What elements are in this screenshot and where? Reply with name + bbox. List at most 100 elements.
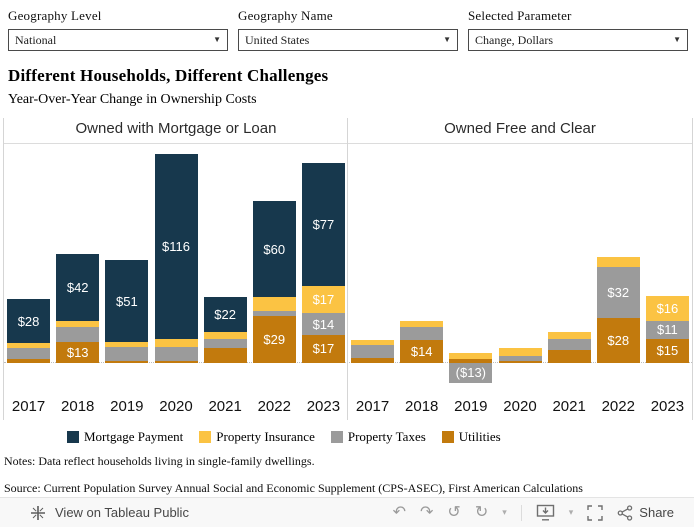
legend-item[interactable]: Property Insurance <box>199 429 315 445</box>
bar-label: $116 <box>162 238 190 254</box>
bar-segment[interactable] <box>154 338 198 347</box>
bar-segment[interactable] <box>203 338 247 349</box>
x-axis-year-label: 2020 <box>159 398 193 415</box>
panel-title-mortgage: Owned with Mortgage or Loan <box>75 120 277 137</box>
panel-headers: Owned with Mortgage or Loan Owned Free a… <box>4 118 692 143</box>
legend-item[interactable]: Utilities <box>441 429 501 445</box>
bar-segment[interactable]: $32 <box>596 266 640 318</box>
bar-segment[interactable] <box>351 357 395 363</box>
x-axis: 2017 2018 2019 2020 2021 2022 2023 2017 2018 201… <box>4 396 692 421</box>
bar-label: $13 <box>66 344 89 360</box>
chevron-down-icon: ▼ <box>213 35 221 44</box>
tableau-toolbar: View on Tableau Public ↶ ↷ ↺ ↻ ▾ ▾ <box>0 497 694 527</box>
bar-label: $51 <box>115 293 138 309</box>
selected-parameter-dropdown[interactable]: Change, Dollars ▼ <box>468 29 688 51</box>
geography-name-label: Geography Name <box>238 8 333 23</box>
bar-segment[interactable]: $29 <box>252 316 296 363</box>
bar-segment[interactable]: $22 <box>203 297 247 333</box>
x-axis-year-label: 2018 <box>405 398 439 415</box>
bar-segment[interactable] <box>7 348 51 360</box>
chart-area: Owned with Mortgage or Loan Owned Free a… <box>3 118 693 420</box>
geography-name-dropdown[interactable]: United States ▼ <box>238 29 458 51</box>
share-label: Share <box>639 505 674 520</box>
bar-segment[interactable]: $116 <box>154 153 198 339</box>
fullscreen-icon[interactable] <box>587 504 603 521</box>
bar-segment[interactable]: $14 <box>301 313 345 336</box>
geography-level-dropdown[interactable]: National ▼ <box>8 29 228 51</box>
refresh-icon[interactable]: ↻ <box>474 503 489 521</box>
bar-segment[interactable] <box>203 332 247 339</box>
bar-segment[interactable]: $16 <box>645 295 689 322</box>
bar-segment[interactable]: $28 <box>596 317 640 363</box>
bar-segment[interactable]: $14 <box>400 340 444 363</box>
legend-label: Property Insurance <box>216 429 315 444</box>
bar-segment[interactable]: $17 <box>301 285 345 314</box>
x-axis-year-label: 2021 <box>208 398 242 415</box>
bar-segment[interactable]: $77 <box>301 163 345 286</box>
bar-segment[interactable] <box>351 340 395 345</box>
bar-segment[interactable] <box>400 327 444 341</box>
bar-segment[interactable]: $51 <box>105 260 149 342</box>
legend-swatch <box>67 431 79 443</box>
bar-segment[interactable] <box>7 343 51 349</box>
bar-segment[interactable] <box>203 348 247 363</box>
bar-segment[interactable] <box>56 327 100 342</box>
bar-label: $15 <box>656 343 679 359</box>
bar-segment[interactable] <box>7 359 51 363</box>
bar-segment[interactable] <box>498 356 542 361</box>
geography-level-value: National <box>15 32 57 47</box>
bar-segment[interactable] <box>351 344 395 358</box>
bar-label: ($13) <box>455 365 487 381</box>
bar-segment[interactable] <box>498 348 542 357</box>
bar-label: $22 <box>214 307 236 323</box>
bar-label: $14 <box>410 343 433 359</box>
bar-segment[interactable]: $28 <box>7 298 51 344</box>
bar-segment[interactable] <box>105 346 149 361</box>
legend-label: Utilities <box>458 429 501 444</box>
view-on-tableau-link[interactable]: View on Tableau Public <box>30 505 189 521</box>
bar-segment[interactable]: $15 <box>645 338 689 363</box>
chevron-down-icon[interactable]: ▾ <box>502 507 507 517</box>
bar-segment[interactable] <box>449 352 493 360</box>
filter-geography-name: Geography Name United States ▼ <box>238 8 458 51</box>
chevron-down-icon[interactable]: ▾ <box>568 507 574 517</box>
bar-segment[interactable] <box>154 360 198 363</box>
bar-segment[interactable] <box>547 332 591 339</box>
legend-swatch <box>330 431 343 443</box>
redo-icon[interactable]: ↷ <box>420 503 434 521</box>
bar-segment[interactable]: $13 <box>56 341 100 363</box>
bar-segment[interactable]: $42 <box>56 254 100 322</box>
legend-swatch <box>441 431 454 443</box>
geography-level-label: Geography Level <box>8 8 102 23</box>
reset-icon[interactable]: ↺ <box>447 503 461 521</box>
bar-label: $17 <box>312 292 335 308</box>
legend-item[interactable]: Property Taxes <box>330 429 426 445</box>
bar-segment[interactable] <box>547 338 591 350</box>
share-button[interactable]: Share <box>617 504 674 521</box>
x-axis-year-label: 2022 <box>601 398 635 415</box>
download-icon[interactable] <box>536 504 555 521</box>
selected-parameter-value: Change, Dollars <box>475 32 553 47</box>
legend-label: Mortgage Payment <box>84 429 184 444</box>
bar-segment[interactable] <box>400 321 444 328</box>
bar-segment[interactable] <box>105 360 149 363</box>
bar-segment[interactable]: ($13) <box>449 362 493 384</box>
bar-segment[interactable] <box>498 360 542 363</box>
toolbar-actions: ↶ ↷ ↺ ↻ ▾ ▾ <box>393 504 674 521</box>
bar-segment[interactable]: $11 <box>645 321 689 339</box>
view-on-tableau-label: View on Tableau Public <box>55 505 189 520</box>
bar-segment[interactable] <box>547 349 591 363</box>
panel-divider <box>347 118 348 420</box>
legend-item[interactable]: Mortgage Payment <box>67 429 183 445</box>
bar-segment[interactable]: $60 <box>252 201 296 298</box>
undo-icon[interactable]: ↶ <box>392 503 407 521</box>
bar-segment[interactable] <box>596 257 640 267</box>
bar-segment[interactable] <box>105 341 149 347</box>
filter-bar: Geography Level National ▼ Geography Nam… <box>8 8 688 51</box>
bar-segment[interactable]: $17 <box>301 335 345 363</box>
bar-segment[interactable] <box>449 359 493 363</box>
bar-segment[interactable] <box>252 297 296 312</box>
bar-segment[interactable] <box>252 311 296 317</box>
bar-segment[interactable] <box>56 321 100 328</box>
bar-segment[interactable] <box>154 346 198 361</box>
